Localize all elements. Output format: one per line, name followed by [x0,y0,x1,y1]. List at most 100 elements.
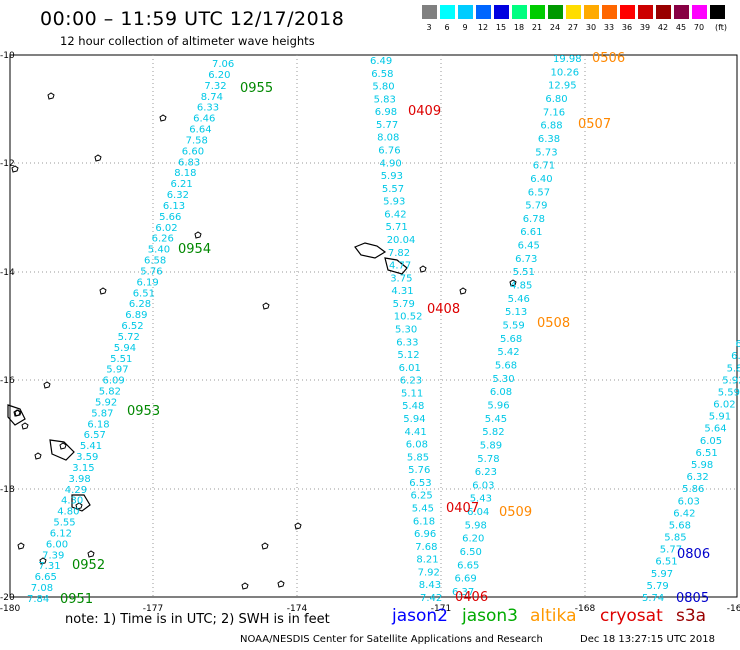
wave-height-value: 5.85 [664,533,686,544]
legend-swatch [692,5,707,19]
wave-height-value: 6.28 [129,299,151,310]
wave-height-value: 19.98 [553,54,582,65]
wave-height-value: 6.03 [678,496,700,507]
wave-height-value: 5.48 [402,401,424,412]
wave-height-value: 3.15 [72,463,94,474]
pass-time-label: 0954 [178,242,211,257]
pass-time-label: 0509 [499,505,532,520]
wave-height-value: 6.73 [515,254,537,265]
wave-height-value: 5.98 [465,520,487,531]
island-coastline [34,452,42,460]
wave-height-value: 6.49 [370,56,392,67]
wave-height-value: 6.33 [197,103,219,114]
legend-label: 42 [657,23,669,32]
wave-height-value: 5.78 [477,454,499,465]
sat-s3a: s3a [676,606,707,626]
island-coastline [241,582,249,590]
wave-height-value: 5.82 [99,387,121,398]
pass-time-label: 0508 [537,316,570,331]
wave-height-value: 7.31 [38,561,60,572]
wave-height-value: 6.76 [378,146,400,157]
wave-height-value: 8.74 [201,92,223,103]
wave-height-value: 5.68 [495,361,517,372]
wave-height-value: 10.52 [394,312,423,323]
wave-height-value: 5.72 [118,332,140,343]
wave-height-value: 6.08 [406,440,428,451]
wave-height-value: 6.57 [84,430,106,441]
legend-label: 12 [477,23,489,32]
wave-height-value: 6.38 [538,134,560,145]
pass-time-label: 0952 [72,558,105,573]
legend-label: 15 [495,23,507,32]
wave-height-value: 6.80 [545,94,567,105]
island-coastline [294,522,302,530]
wave-height-value: 5.51 [513,267,535,278]
island-coastline [59,442,67,450]
wave-height-value: 4.41 [405,427,427,438]
wave-height-value: 5.97 [651,569,673,580]
wave-height-value: 6.88 [540,121,562,132]
legend-swatch [494,5,509,19]
wave-height-value: 6.93 [736,339,740,350]
lat-tick-label: -16 [0,376,15,386]
wave-height-value: 5.79 [647,581,669,592]
lat-tick-label: -20 [0,593,15,603]
wave-height-value: 6.96 [414,529,436,540]
wave-height-value: 5.94 [403,414,425,425]
island-coastline [384,257,408,275]
lon-tick-label: -174 [287,604,308,614]
wave-height-value: 6.58 [144,256,166,267]
legend-label: 27 [567,23,579,32]
island-coastline [47,92,55,100]
lat-tick-label: -10 [0,51,15,61]
pass-time-label: 0408 [427,302,460,317]
sat-cryosat: cryosat [600,606,663,626]
wave-height-value: 6.33 [396,337,418,348]
wave-height-value: 6.40 [530,174,552,185]
wave-height-value: 5.41 [80,441,102,452]
legend-swatch [548,5,563,19]
wave-height-value: 4.77 [389,261,411,272]
legend-swatch [440,5,455,19]
wave-height-value: 6.20 [462,534,484,545]
island-coastline [459,287,467,295]
wave-height-value: 5.93 [381,171,403,182]
wave-height-value: 5.77 [660,545,682,556]
lat-tick-label: -12 [0,159,15,169]
wave-height-value: 5.82 [482,427,504,438]
legend-label: 9 [462,23,468,32]
wave-height-value: 6.00 [46,539,68,550]
wave-height-value: 6.32 [687,472,709,483]
wave-height-value: 5.91 [709,412,731,423]
legend-label: 45 [675,23,687,32]
island-coastline [419,265,427,273]
sat-jason3: jason3 [462,606,518,626]
lon-tick-label: -168 [575,604,596,614]
wave-height-value: 5.96 [487,400,509,411]
wave-height-value: 6.51 [655,557,677,568]
wave-height-value: 6.26 [152,234,174,245]
wave-height-value: 5.83 [374,94,396,105]
wave-height-value: 5.51 [110,354,132,365]
wave-height-value: 4.90 [380,158,402,169]
wave-height-value: 6.08 [490,387,512,398]
wave-height-value: 5.64 [704,424,726,435]
wave-height-value: 6.50 [460,547,482,558]
wave-height-value: 5.12 [397,350,419,361]
wave-height-value: 6.09 [103,376,125,387]
island-coastline [159,114,167,122]
sat-jason2: jason2 [392,606,448,626]
legend-swatch [512,5,527,19]
wave-height-value: 5.71 [386,222,408,233]
wave-height-value: 8.43 [419,580,441,591]
legend-label: 39 [639,23,651,32]
wave-height-value: 6.51 [133,288,155,299]
wave-height-value: 5.89 [480,440,502,451]
pass-time-label: 0409 [408,104,441,119]
wave-height-value: 20.04 [387,235,416,246]
wave-height-value: 5.98 [691,460,713,471]
legend-swatch [458,5,473,19]
wave-height-value: 6.19 [137,277,159,288]
island-coastline [43,381,51,389]
wave-height-value: 5.92 [722,375,740,386]
